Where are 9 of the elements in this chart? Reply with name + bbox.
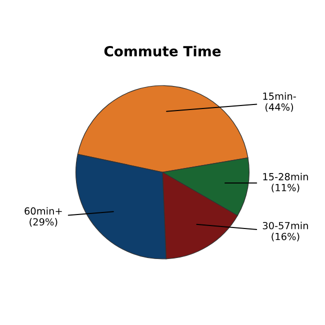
chart-title: Commute Time	[104, 46, 221, 56]
slice-label: 60min+	[24, 207, 62, 215]
data-label: (29%)	[30, 218, 58, 227]
slice-label: 15min-	[263, 92, 296, 100]
data-label: (44%)	[266, 103, 294, 112]
slice-label: 15-28min	[263, 172, 308, 180]
data-label: (11%)	[272, 184, 300, 192]
slice-label: 30-57min	[262, 222, 308, 230]
data-label: (16%)	[272, 232, 300, 242]
